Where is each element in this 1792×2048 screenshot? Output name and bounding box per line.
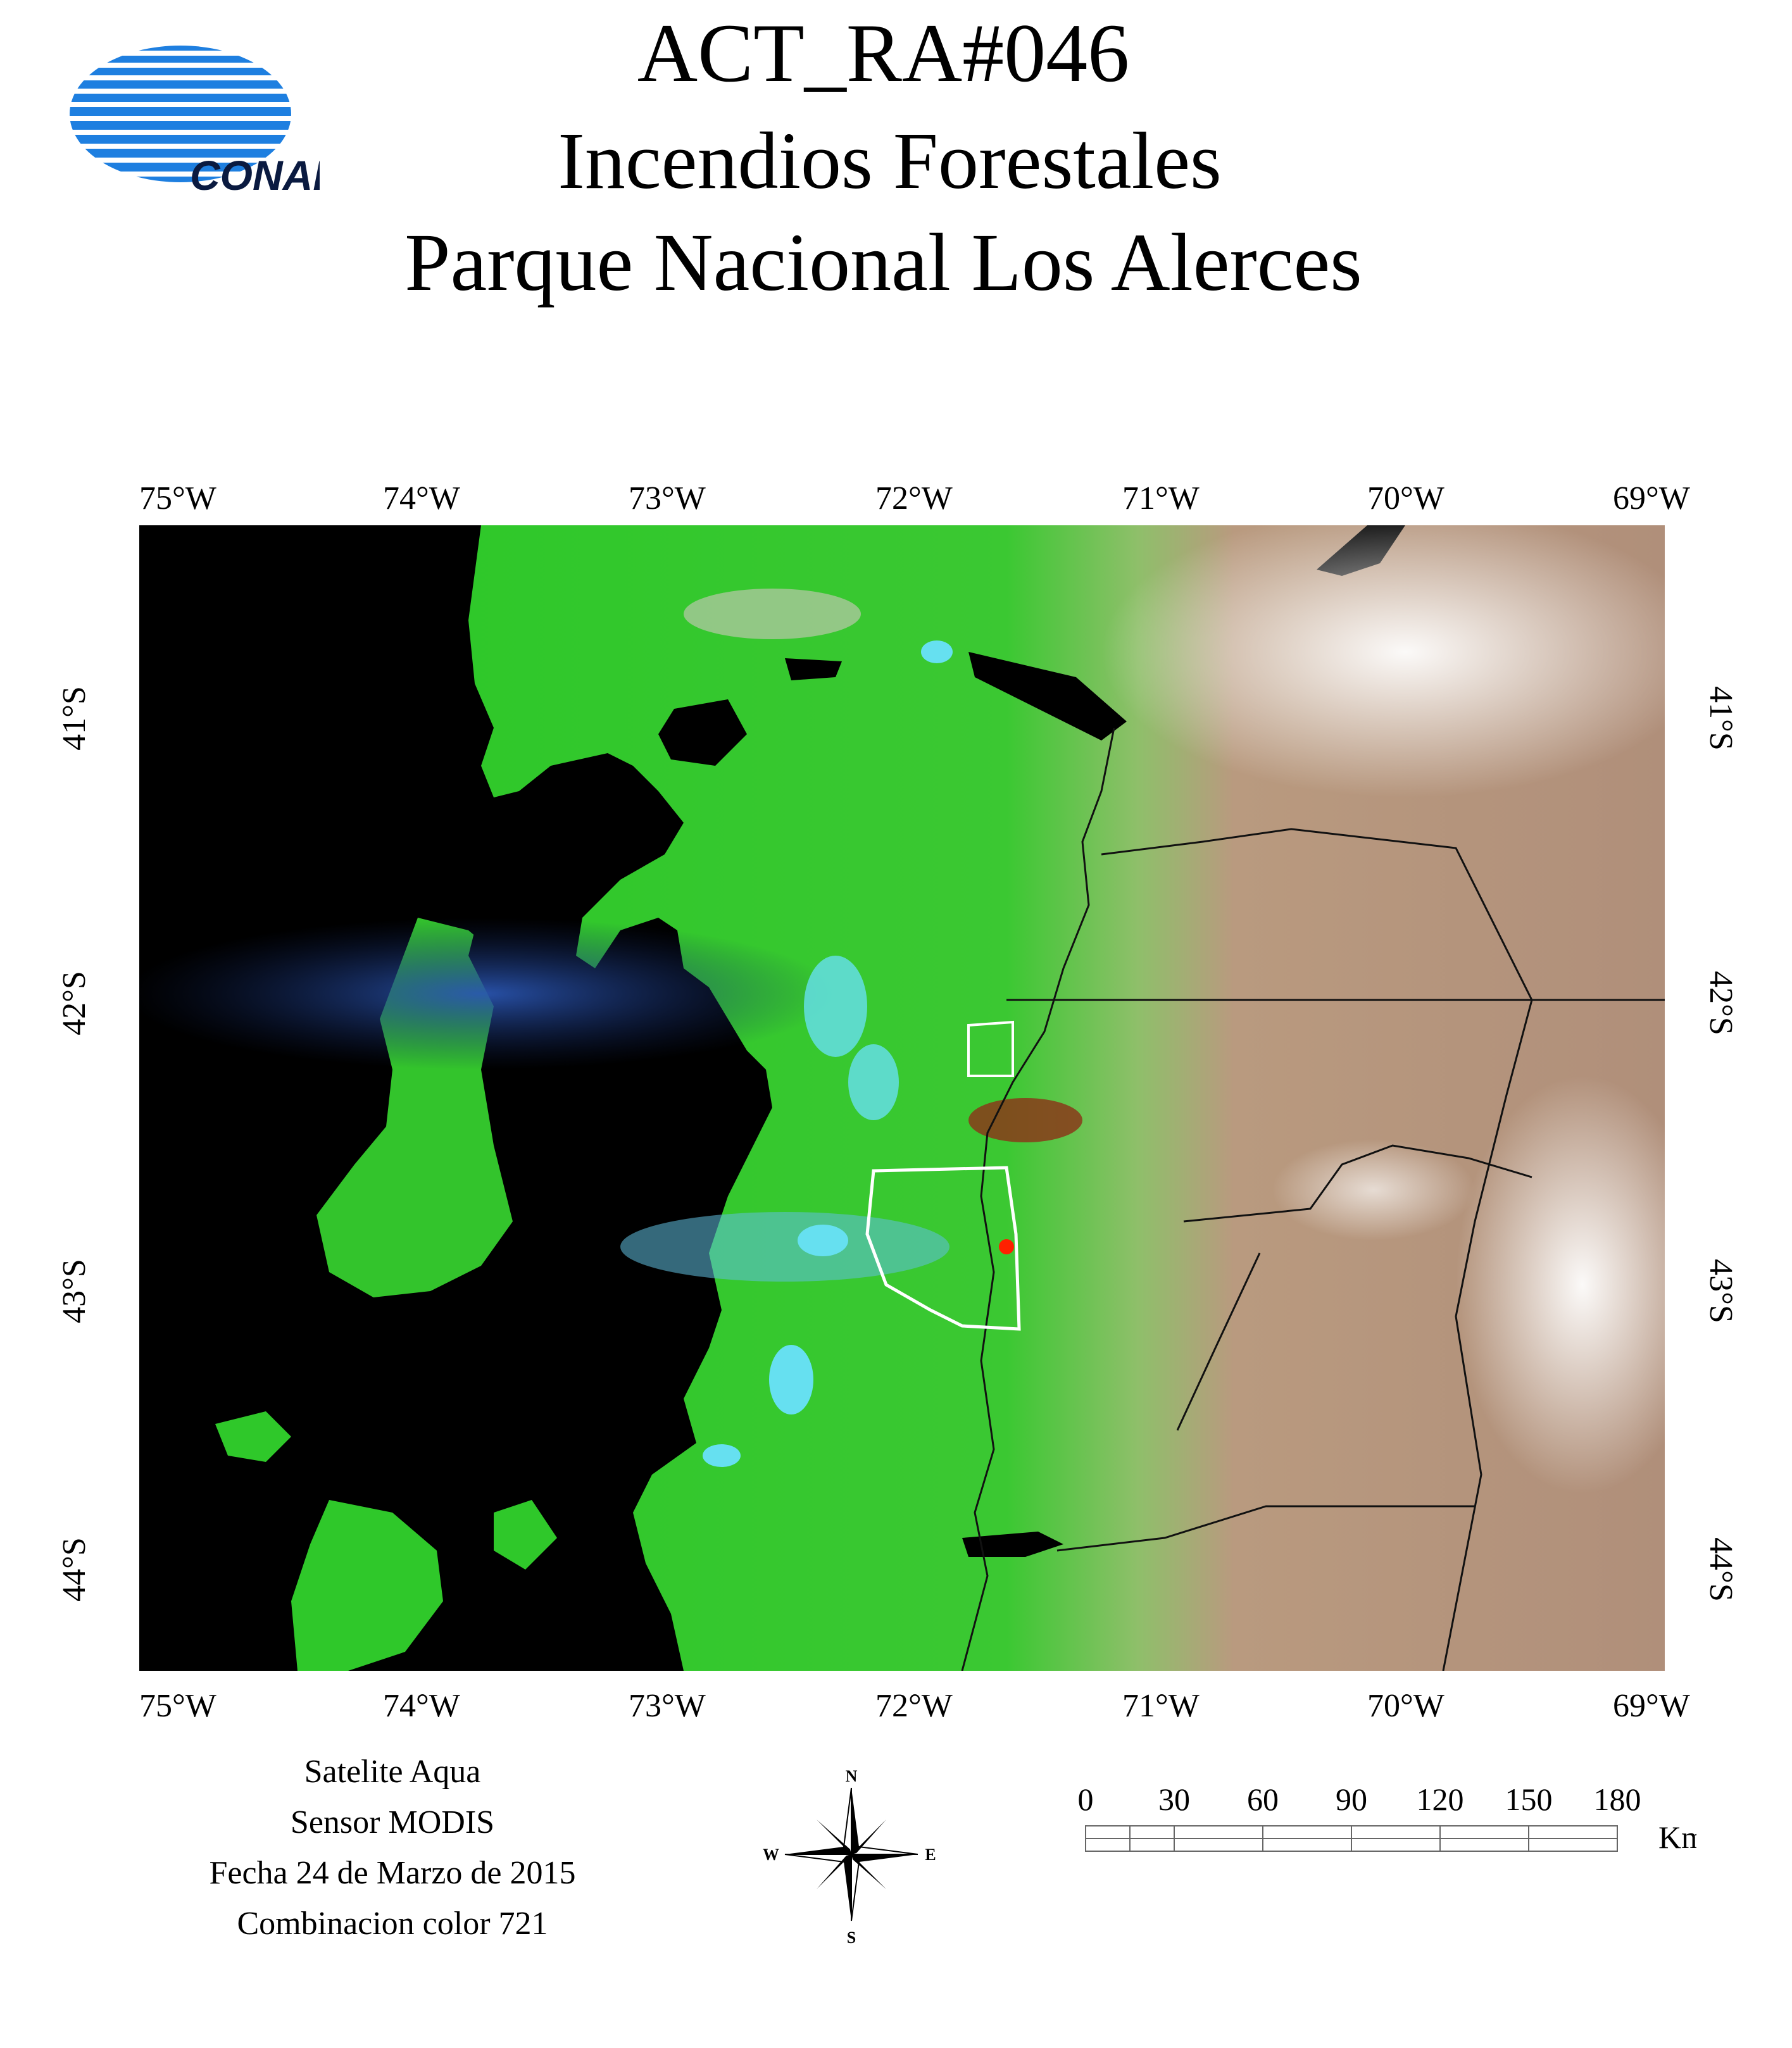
burn-scar — [968, 1098, 1082, 1142]
compass-s: S — [847, 1928, 856, 1947]
scale-tick-60: 60 — [1247, 1782, 1279, 1817]
lat-tick-left-43s: 43°S — [56, 1259, 92, 1323]
lake-general-carrera — [962, 1532, 1063, 1557]
smoke-plume-north — [139, 918, 836, 1070]
lon-tick-bottom-75w: 75°W — [139, 1688, 216, 1724]
scale-tick-30: 30 — [1158, 1782, 1190, 1817]
lon-tick-bottom-69w: 69°W — [1613, 1688, 1690, 1724]
park-boundary-north — [967, 1020, 1014, 1077]
logo-text: CONAE — [190, 152, 320, 199]
image-info-block: Satelite Aqua Sensor MODIS Fecha 24 de M… — [158, 1747, 627, 1949]
report-subject-title: Incendios Forestales — [558, 116, 1222, 206]
lake-llanquihue — [658, 699, 747, 766]
lat-tick-left-41s: 41°S — [56, 686, 92, 751]
scale-tick-90: 90 — [1336, 1782, 1367, 1817]
satellite-image-map — [139, 525, 1665, 1671]
park-boundary-los-alerces — [865, 1166, 1021, 1331]
lon-tick-bottom-74w: 74°W — [383, 1688, 460, 1724]
compass-e: E — [925, 1845, 936, 1864]
scale-tick-0: 0 — [1078, 1782, 1094, 1817]
mainland-land — [468, 525, 1665, 1671]
snow-patches — [703, 640, 953, 1467]
lon-tick-top-75w: 75°W — [139, 480, 216, 516]
lon-tick-bottom-71w: 71°W — [1122, 1688, 1200, 1724]
smoke-plume-south — [620, 1212, 949, 1282]
color-combination-label: Combinacion color 721 — [237, 1906, 548, 1942]
lon-tick-top-69w: 69°W — [1613, 480, 1690, 516]
scale-unit: Km — [1658, 1820, 1696, 1855]
date-label: Fecha 24 de Marzo de 2015 — [209, 1855, 576, 1891]
lake-rupanco — [785, 658, 842, 680]
conae-logo-icon: CONAE — [70, 46, 320, 199]
scale-bar: 0 30 60 90 120 150 180 Km — [1078, 1782, 1697, 1855]
lon-tick-top-74w: 74°W — [383, 480, 460, 516]
volcano-plume — [684, 589, 861, 639]
sensor-label: Sensor MODIS — [290, 1804, 495, 1840]
lon-tick-top-71w: 71°W — [1122, 480, 1200, 516]
lon-tick-top-70w: 70°W — [1367, 480, 1444, 516]
scale-tick-180: 180 — [1594, 1782, 1641, 1817]
cloud-field-central — [1272, 1139, 1475, 1240]
compass-w: W — [763, 1845, 779, 1864]
island-guaitecas — [494, 1500, 557, 1570]
report-id-title: ACT_RA#046 — [637, 6, 1130, 99]
cloud-field-east — [1456, 1076, 1665, 1494]
lon-tick-bottom-70w: 70°W — [1367, 1688, 1444, 1724]
island-southwest — [215, 1411, 291, 1462]
active-fire — [999, 1239, 1014, 1254]
island-chain-south — [291, 1500, 443, 1671]
lon-tick-bottom-72w: 72°W — [875, 1688, 953, 1724]
satellite-label: Satelite Aqua — [304, 1754, 481, 1790]
scale-tick-120: 120 — [1417, 1782, 1464, 1817]
report-location-title: Parque Nacional Los Alerces — [404, 217, 1362, 308]
lat-tick-right-43s: 43°S — [1703, 1259, 1739, 1323]
lon-tick-bottom-73w: 73°W — [629, 1688, 706, 1724]
lon-tick-top-72w: 72°W — [875, 480, 953, 516]
border-lines — [961, 727, 1665, 1671]
lat-tick-right-41s: 41°S — [1703, 686, 1739, 751]
lat-tick-left-44s: 44°S — [56, 1537, 92, 1602]
compass-rose-icon: N S E W — [763, 1767, 936, 1947]
lat-tick-right-44s: 44°S — [1703, 1537, 1739, 1602]
scale-tick-150: 150 — [1505, 1782, 1553, 1817]
lake-nahuel-huapi — [968, 652, 1127, 740]
cloud-field-north — [1101, 525, 1665, 797]
compass-n: N — [846, 1767, 858, 1785]
lon-tick-top-73w: 73°W — [629, 480, 706, 516]
lat-tick-left-42s: 42°S — [56, 971, 92, 1035]
lat-tick-right-42s: 42°S — [1703, 971, 1739, 1035]
